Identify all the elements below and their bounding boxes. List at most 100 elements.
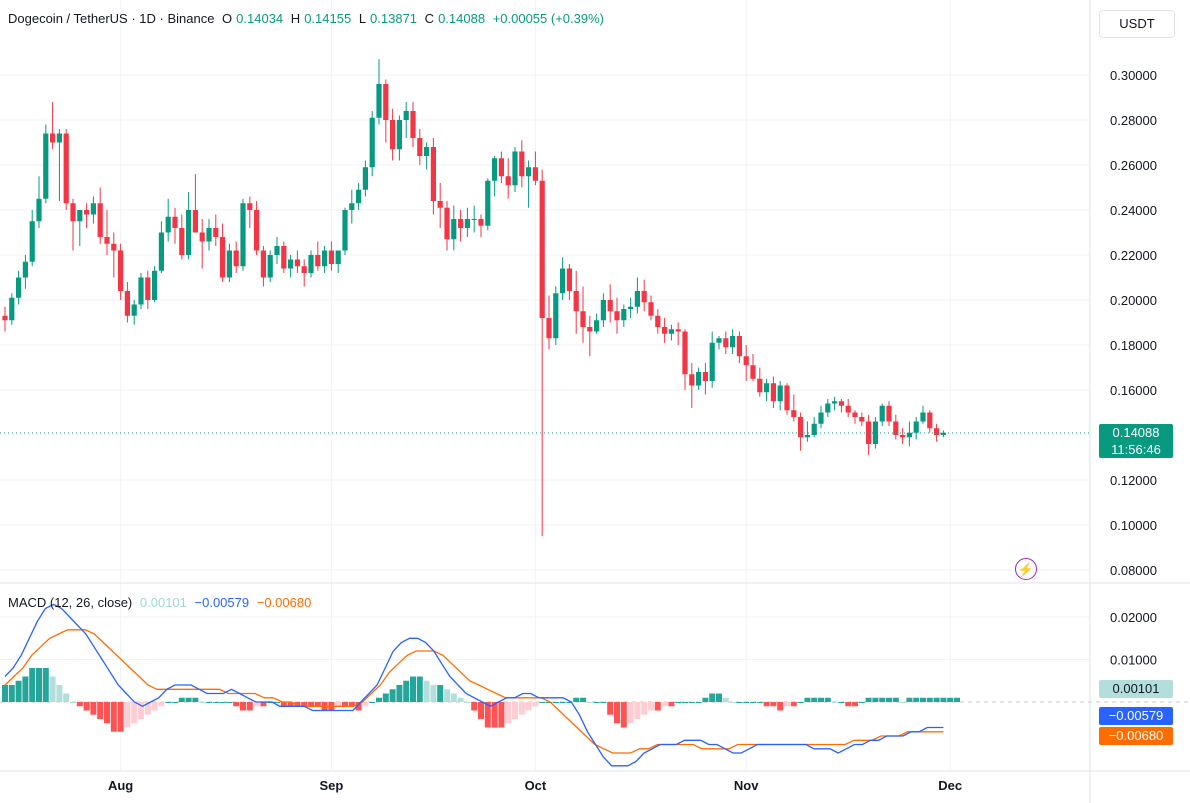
- lightning-icon[interactable]: ⚡: [1015, 558, 1037, 580]
- macd-histogram-bar: [865, 697, 872, 702]
- candle-body: [50, 133, 56, 143]
- macd-histogram-bar: [199, 702, 206, 703]
- y-tick-label: 0.10000: [1110, 518, 1157, 533]
- macd-histogram-bar: [478, 702, 484, 719]
- macd-histogram-bar: [416, 676, 423, 702]
- candle-body: [716, 338, 722, 343]
- candle-body: [179, 228, 185, 255]
- macd-histogram-bar: [634, 702, 641, 719]
- macd-histogram-bar: [661, 702, 668, 707]
- macd-histogram-bar: [464, 702, 471, 703]
- candle-body: [485, 180, 491, 226]
- candle-body: [838, 401, 844, 406]
- y-tick-label: 0.26000: [1110, 158, 1157, 173]
- macd-histogram-bar: [586, 702, 593, 703]
- macd-histogram-bar: [342, 702, 348, 707]
- candle-body: [206, 228, 212, 242]
- candle-body: [145, 277, 151, 300]
- macd-histogram-bar: [899, 702, 906, 703]
- candle-body: [301, 266, 307, 273]
- y-tick-label: 0.18000: [1110, 338, 1157, 353]
- currency-button[interactable]: USDT: [1099, 10, 1175, 38]
- candle-body: [430, 147, 436, 201]
- candle-body: [186, 210, 192, 255]
- macd-histogram-bar: [131, 702, 138, 724]
- candle-body: [587, 327, 593, 332]
- macd-histogram-bar: [879, 697, 886, 702]
- macd-histogram-bar: [376, 697, 382, 702]
- macd-histogram-bar: [573, 697, 580, 702]
- candle-body: [437, 201, 443, 208]
- macd-histogram-bar: [158, 702, 165, 707]
- macd-histogram-bar: [212, 702, 219, 703]
- macd-histogram-bar: [695, 702, 702, 703]
- candle-body: [396, 120, 402, 150]
- candle-body: [172, 216, 178, 228]
- macd-histogram-bar: [437, 685, 444, 702]
- candle-body: [526, 167, 532, 177]
- l-value: 0.13871: [370, 11, 418, 26]
- candle-body: [315, 255, 321, 267]
- macd-histogram-bar: [858, 702, 865, 703]
- macd-histogram-bar: [831, 702, 838, 703]
- macd-histogram-bar: [716, 693, 722, 702]
- macd-histogram-bar: [580, 697, 586, 702]
- candle-body: [940, 432, 946, 435]
- y-tick-label: 0.22000: [1110, 248, 1157, 263]
- signal-tag: −0.00680: [1099, 727, 1173, 745]
- macd-histogram-bar: [362, 702, 369, 707]
- l-label: L: [358, 11, 367, 26]
- candle-body: [464, 219, 470, 228]
- macd-histogram-bar: [308, 702, 314, 707]
- macd-histogram-bar: [335, 702, 342, 707]
- macd-histogram-bar: [42, 668, 49, 702]
- candle-body: [736, 336, 742, 357]
- macd-histogram-bar: [382, 693, 389, 702]
- macd-histogram-bar: [22, 676, 29, 702]
- candle-body: [702, 372, 708, 381]
- candle-body: [199, 232, 205, 242]
- candle-body: [539, 180, 545, 318]
- candle-body: [872, 421, 878, 444]
- candle-body: [152, 270, 158, 300]
- macd-histogram-bar: [274, 702, 280, 703]
- candle-body: [784, 385, 790, 411]
- candle-body: [641, 291, 647, 303]
- macd-histogram-bar: [178, 697, 185, 702]
- x-tick-label: Sep: [319, 778, 343, 793]
- macd-histogram-bar: [722, 697, 729, 702]
- macd-histogram-bar: [852, 702, 858, 707]
- macd-histogram-bar: [49, 676, 56, 702]
- candle-body: [743, 356, 749, 366]
- macd-histogram-bar: [614, 702, 620, 724]
- macd-histogram-bar: [70, 702, 76, 703]
- y-tick-label: 0.16000: [1110, 383, 1157, 398]
- macd-histogram-bar: [97, 702, 104, 719]
- candle-body: [634, 291, 640, 307]
- symbol-title[interactable]: Dogecoin / TetherUS · 1D · Binance: [8, 11, 215, 26]
- macd-histogram-bar: [824, 697, 831, 702]
- macd-title[interactable]: MACD (12, 26, close): [8, 595, 133, 610]
- macd-histogram-bar: [369, 702, 376, 703]
- candle-body: [791, 410, 797, 417]
- candle-body: [818, 412, 824, 424]
- candle-body: [369, 117, 375, 168]
- macd-histogram-bar: [600, 702, 607, 703]
- candle-body: [281, 246, 287, 269]
- candle-body: [852, 412, 858, 417]
- y-tick-label: 0.01000: [1110, 653, 1157, 668]
- macd-histogram-bar: [926, 697, 933, 702]
- macd-histogram-bar: [172, 702, 178, 703]
- h-label: H: [290, 11, 301, 26]
- macd-line: [4, 603, 944, 767]
- macd-histogram-bar: [518, 702, 525, 715]
- candle-body: [111, 243, 117, 251]
- candle-body: [682, 331, 688, 375]
- macd-histogram-bar: [110, 702, 117, 732]
- macd-histogram-bar: [423, 680, 430, 702]
- candle-body: [675, 329, 681, 332]
- macd-histogram-bar: [240, 702, 246, 711]
- hist-tag: 0.00101: [1099, 680, 1173, 698]
- macd-histogram-bar: [940, 697, 947, 702]
